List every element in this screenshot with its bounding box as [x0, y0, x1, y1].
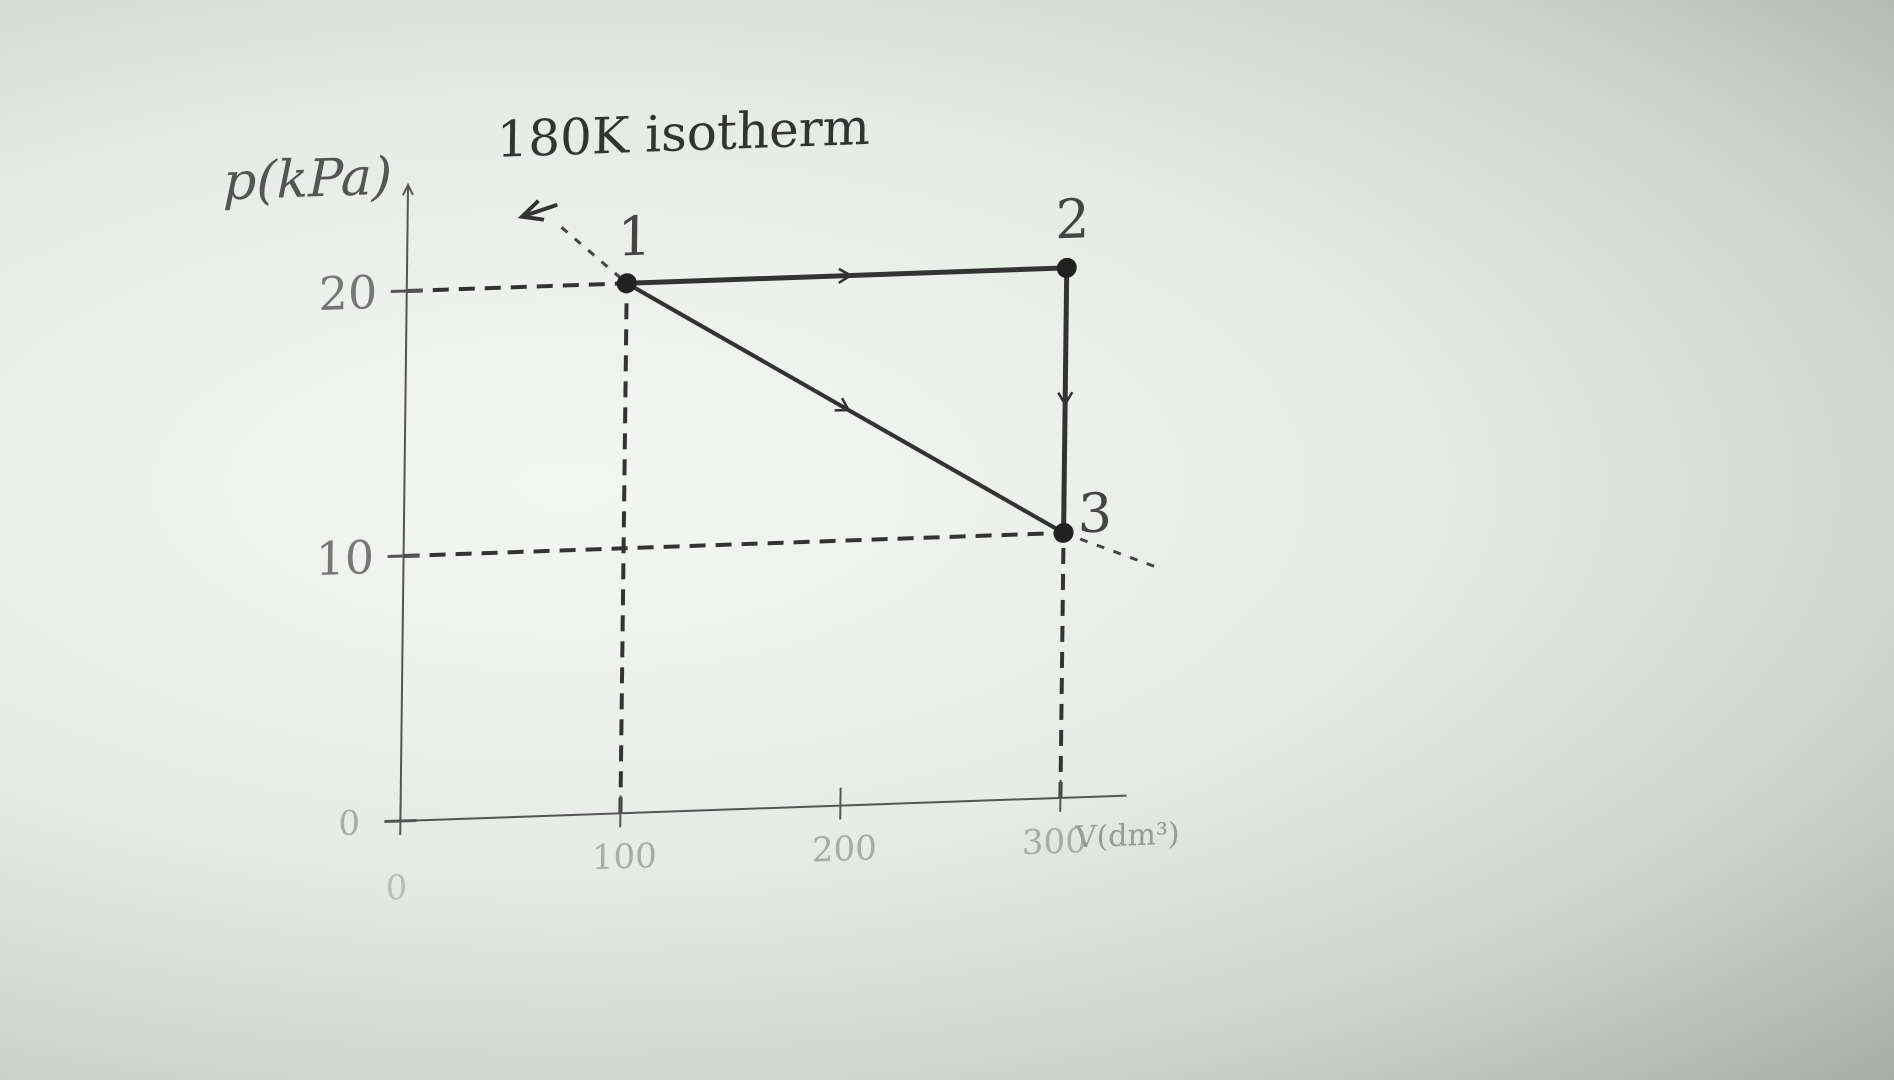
axes: [399, 182, 1127, 822]
direction-arrow-icon: [834, 397, 851, 412]
segment-1-3: [625, 281, 1065, 535]
direction-arrow-icon: [838, 267, 854, 284]
guide-line: [406, 281, 627, 293]
ticks: 100 200 300 10 20: [315, 265, 1087, 878]
process-segments: [625, 265, 1074, 535]
state-point-3: [1053, 522, 1074, 543]
state-points: 1 2 3: [616, 187, 1113, 545]
state-label-3: 3: [1077, 481, 1112, 545]
isotherm-annotation: 180K isotherm: [496, 98, 870, 222]
y-tick: [387, 553, 420, 559]
guide-lines: [403, 281, 1066, 814]
state-point-2: [1056, 257, 1077, 278]
x-zero-label: 0: [385, 868, 407, 909]
state-label-2: 2: [1055, 187, 1090, 251]
y-zero-label: 0: [338, 803, 360, 844]
x-axis: [400, 794, 1127, 822]
y-tick: [384, 818, 417, 824]
y-tick-label: 20: [318, 265, 377, 321]
x-tick-label: 100: [592, 836, 657, 878]
segment-2-3: [1061, 267, 1070, 533]
state-point-1: [616, 273, 637, 294]
x-tick-label: 200: [812, 828, 877, 870]
direction-arrow-icon: [1057, 391, 1074, 407]
arrowhead-icon: [517, 199, 545, 222]
isotherm-segment: [560, 226, 628, 285]
x-tick-label: 300: [1022, 821, 1087, 863]
isotherm-label: 180K isotherm: [496, 98, 870, 169]
y-axis: [399, 184, 410, 822]
plot-area: 100 200 300 10 20 1 2 3 p(kPa) V(dm³) 0 0 180K…: [223, 98, 1180, 909]
x-axis-label: V(dm³): [1074, 817, 1180, 856]
axis-labels: p(kPa) V(dm³) 0 0: [223, 147, 1180, 909]
guide-line: [1058, 532, 1066, 798]
y-tick: [390, 288, 423, 294]
y-axis-arrow-icon: [402, 182, 414, 196]
segment-1-2: [626, 265, 1067, 286]
y-tick-label: 10: [315, 530, 374, 586]
state-label-1: 1: [617, 204, 652, 268]
guide-line: [403, 530, 1064, 558]
isotherm-arrow: [521, 202, 558, 219]
y-axis-label: p(kPa): [223, 147, 393, 213]
